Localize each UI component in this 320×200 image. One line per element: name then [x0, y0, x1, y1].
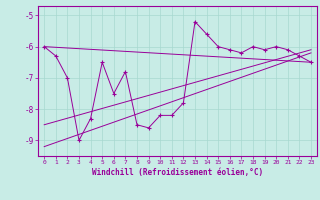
X-axis label: Windchill (Refroidissement éolien,°C): Windchill (Refroidissement éolien,°C): [92, 168, 263, 177]
